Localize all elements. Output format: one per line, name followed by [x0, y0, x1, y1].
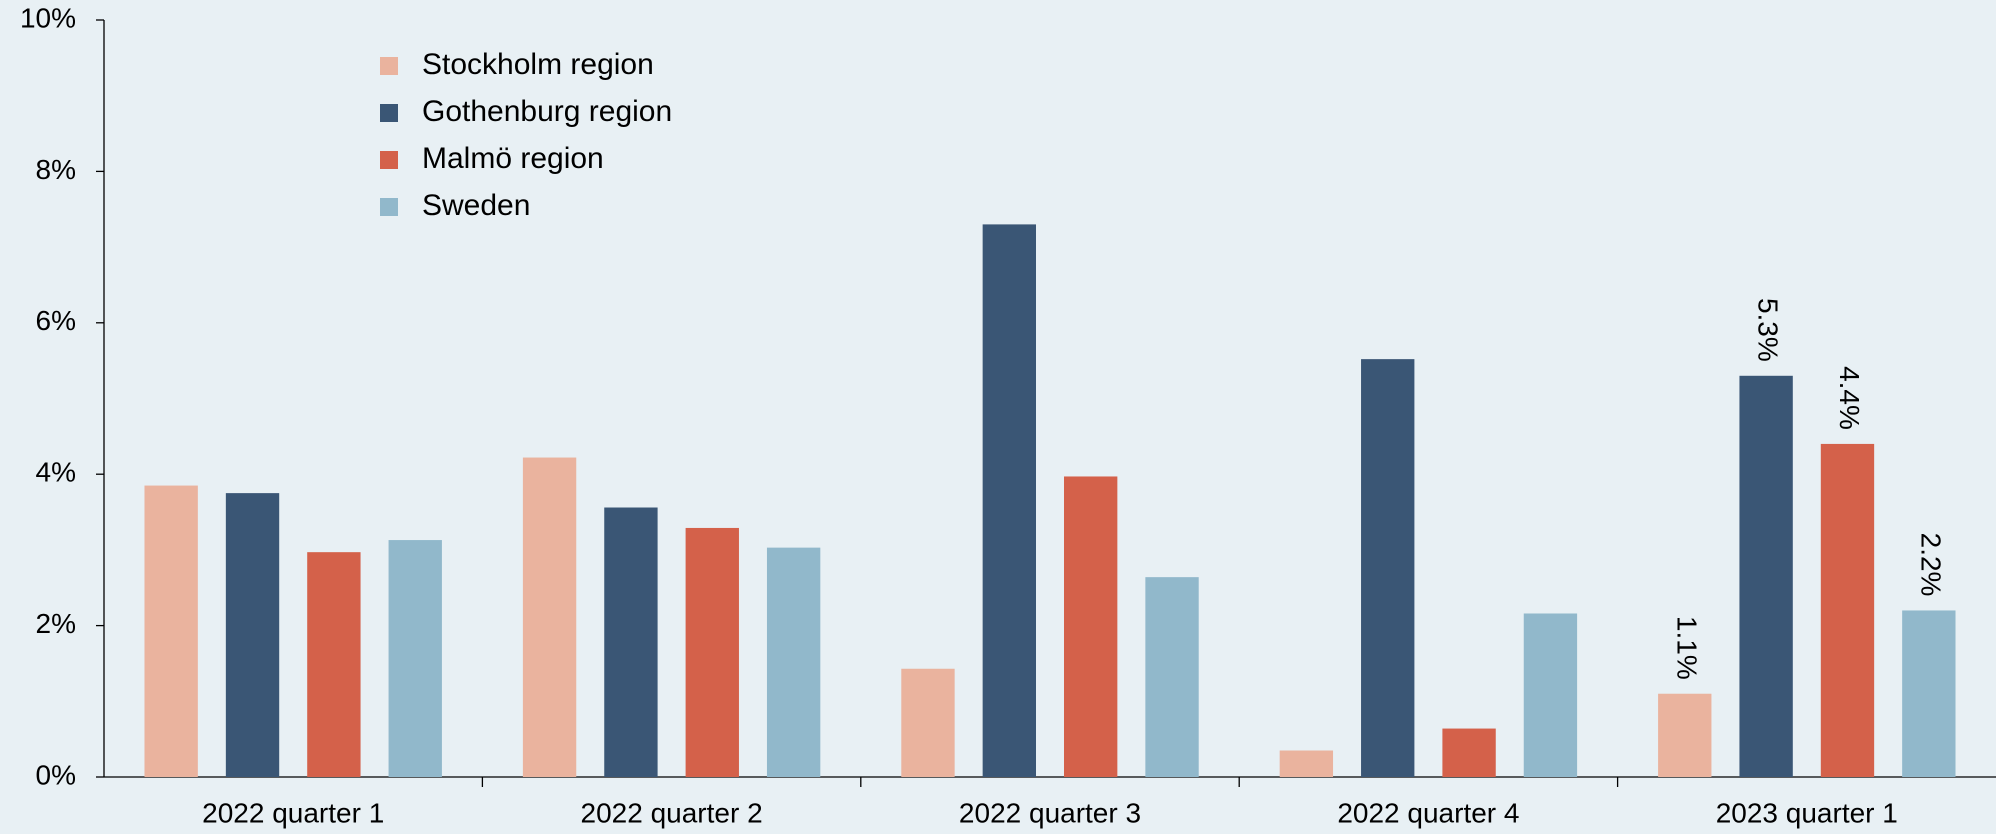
bar — [685, 527, 739, 777]
legend-label: Sweden — [422, 189, 530, 222]
y-tick-label: 8% — [36, 154, 76, 185]
legend-label: Gothenburg region — [422, 95, 672, 128]
y-tick-label: 4% — [36, 457, 76, 488]
legend-swatch — [380, 57, 398, 75]
legend-swatch — [380, 151, 398, 169]
bar — [1658, 693, 1712, 777]
y-tick-label: 0% — [36, 759, 76, 790]
bar — [982, 224, 1036, 777]
value-label: 2.2% — [1915, 533, 1946, 597]
y-tick-label: 10% — [20, 2, 76, 33]
bar — [1442, 728, 1496, 777]
value-label: 4.4% — [1834, 366, 1865, 430]
bar — [1820, 443, 1875, 777]
bar — [901, 668, 955, 777]
x-tick-label: 2022 quarter 4 — [1337, 797, 1519, 828]
y-tick-label: 6% — [36, 305, 76, 336]
bar — [522, 457, 577, 777]
legend-swatch — [380, 104, 398, 122]
bar — [388, 540, 442, 777]
bar — [1145, 577, 1199, 777]
bar — [307, 552, 361, 777]
bar — [1902, 610, 1956, 777]
bar — [1279, 750, 1334, 777]
bar — [1361, 359, 1415, 777]
x-tick-label: 2022 quarter 3 — [959, 797, 1141, 828]
bar — [144, 485, 198, 777]
x-tick-label: 2022 quarter 2 — [581, 797, 763, 828]
legend-label: Malmö region — [422, 142, 604, 175]
x-tick-label: 2022 quarter 1 — [202, 797, 384, 828]
legend-swatch — [380, 198, 398, 216]
x-tick-label: 2023 quarter 1 — [1716, 797, 1898, 828]
bar — [1523, 613, 1578, 777]
value-label: 5.3% — [1753, 298, 1784, 362]
bar — [225, 493, 280, 777]
bar — [604, 507, 658, 777]
bar — [766, 547, 821, 777]
y-tick-label: 2% — [36, 608, 76, 639]
value-label: 1.1% — [1671, 616, 1702, 680]
bar — [1064, 476, 1118, 777]
bar — [1739, 375, 1793, 777]
legend-label: Stockholm region — [422, 48, 654, 81]
